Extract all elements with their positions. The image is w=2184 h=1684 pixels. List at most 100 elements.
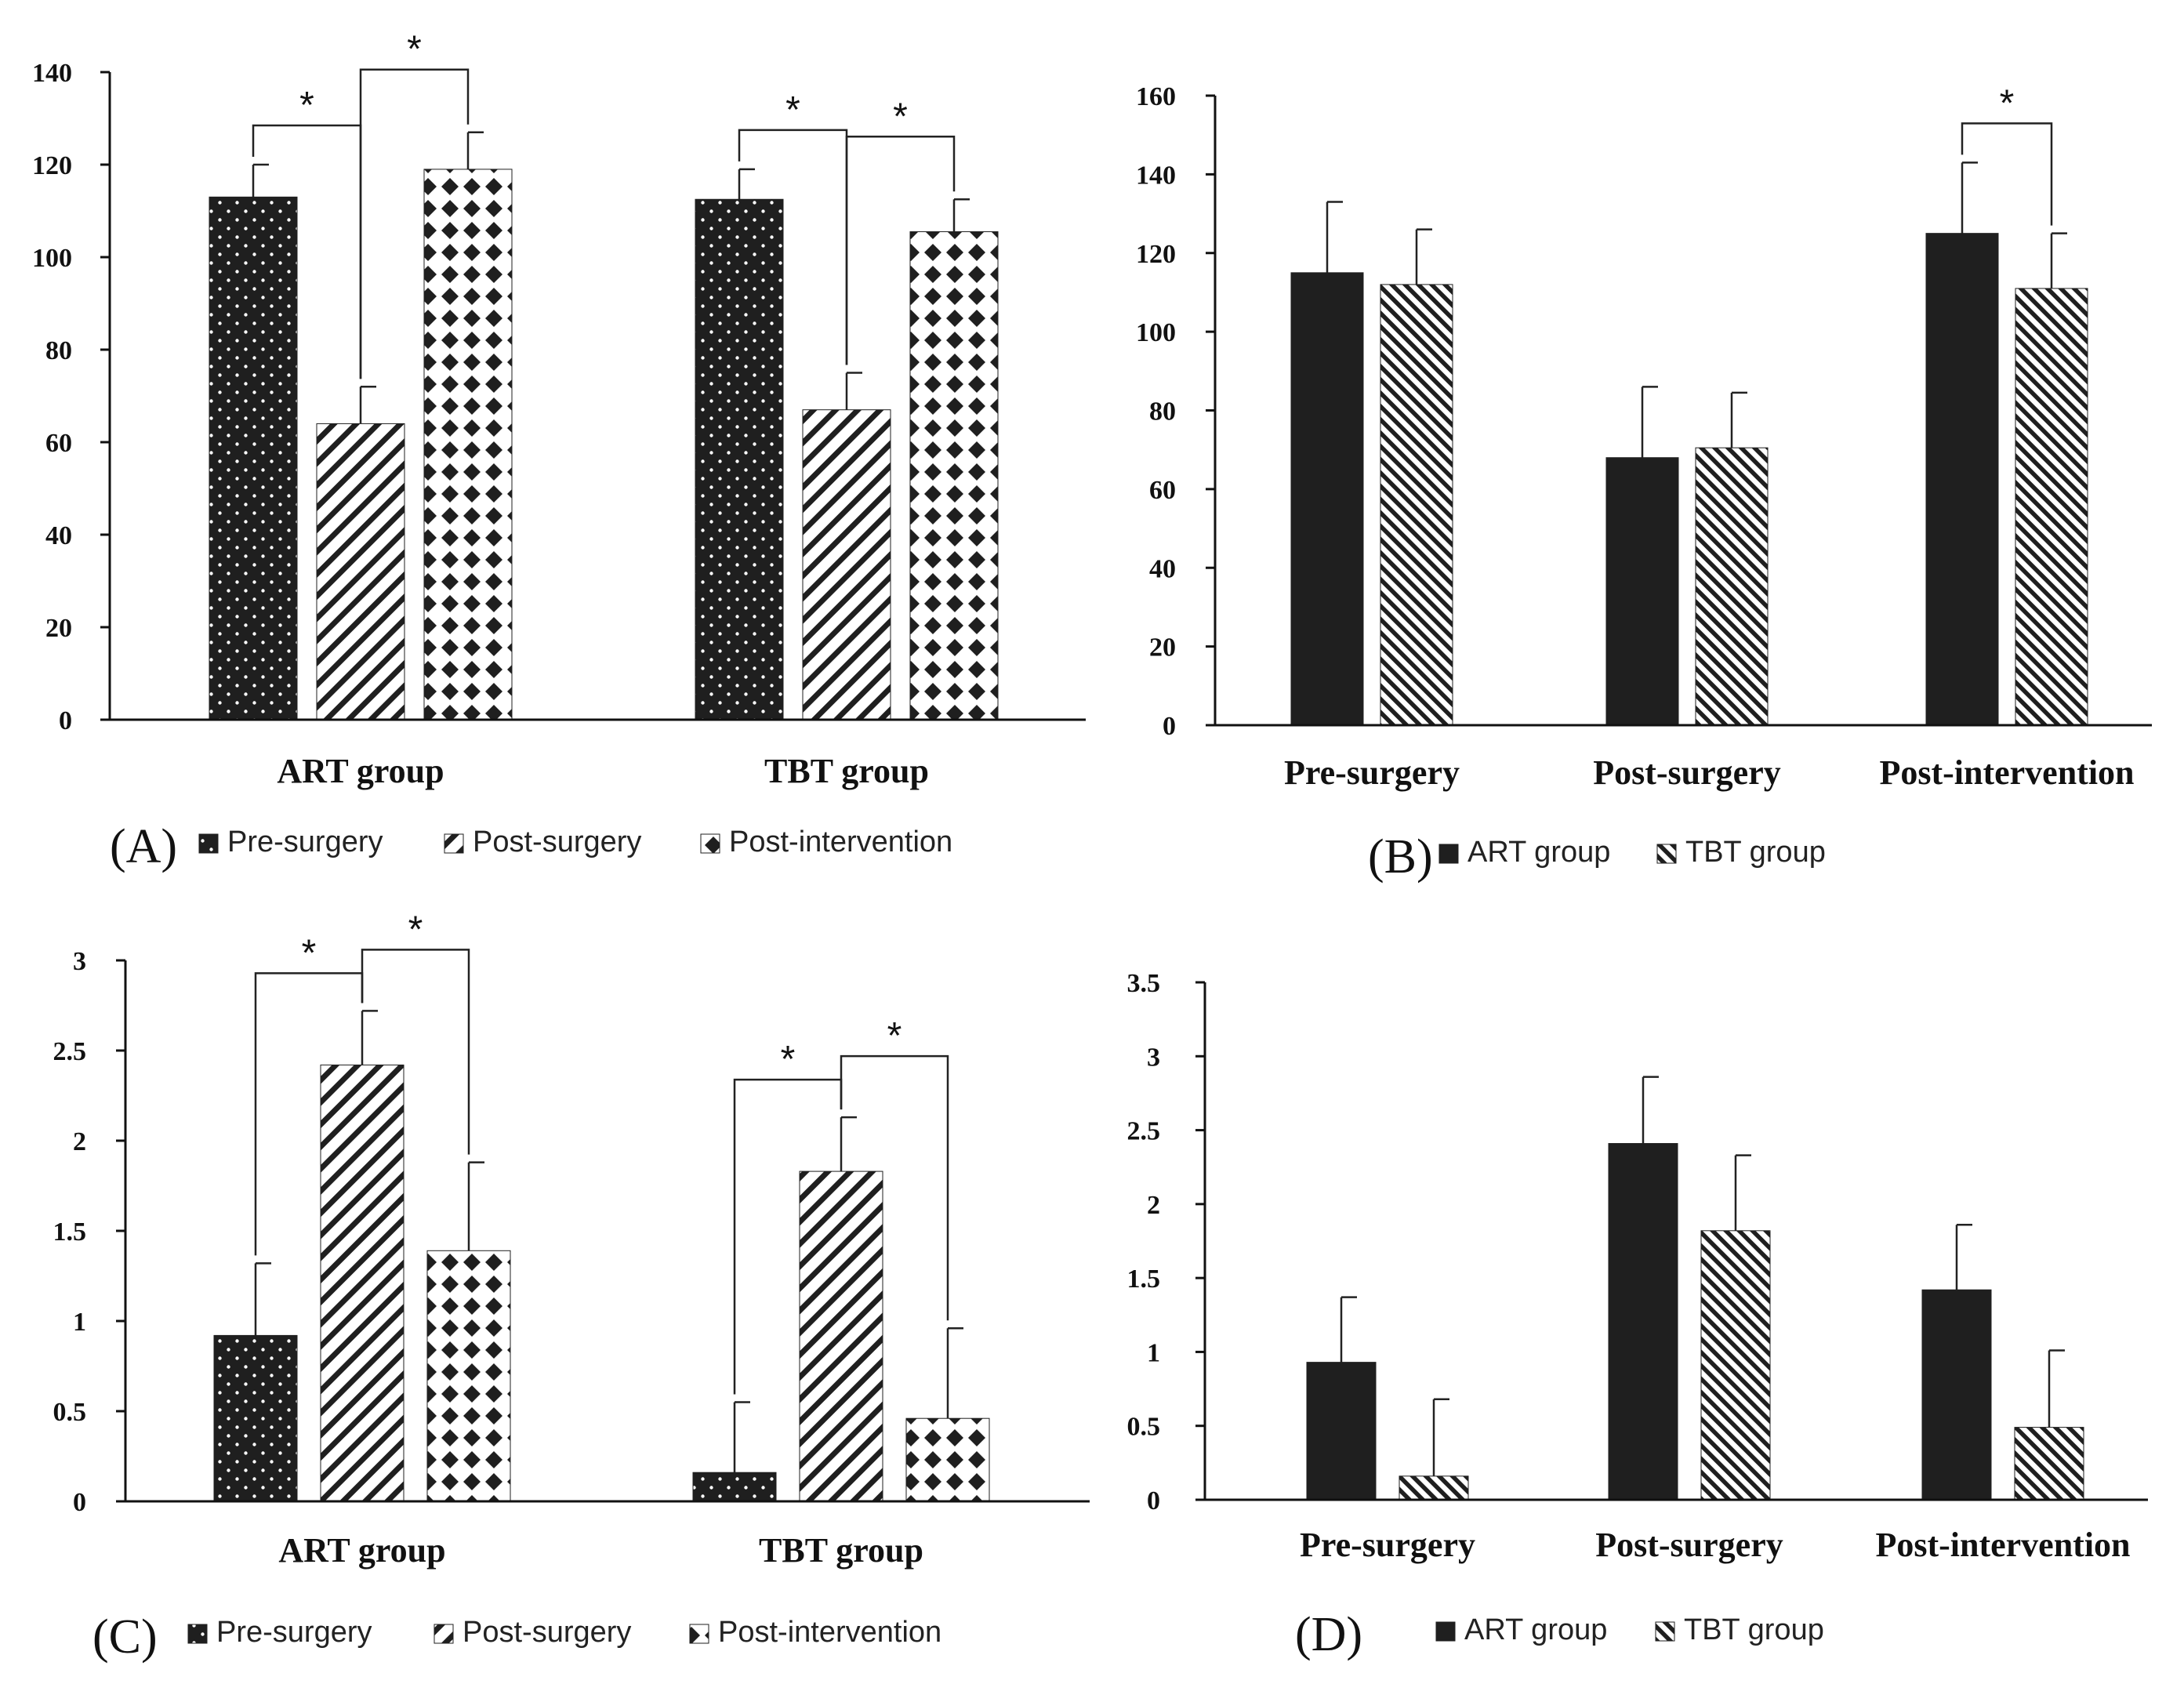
y-tick-label: 1.5 <box>1127 1265 1161 1294</box>
category-label: Post-intervention <box>1879 753 2134 792</box>
legend-swatch <box>1435 1621 1456 1642</box>
legend-swatch <box>689 1624 709 1644</box>
y-tick-label: 0 <box>73 1488 86 1517</box>
y-tick-label: 3 <box>73 947 86 976</box>
legend-label: ART group <box>1464 1613 1607 1646</box>
significance-star: * <box>299 85 314 126</box>
significance-bracket <box>845 136 956 365</box>
category-label: Pre-surgery <box>1284 753 1460 792</box>
bar <box>316 423 405 720</box>
legend-swatch <box>444 833 464 854</box>
y-tick-label: 1 <box>1147 1338 1160 1367</box>
y-tick-label: 0.5 <box>53 1398 87 1427</box>
bar <box>1380 284 1453 726</box>
y-tick-label: 100 <box>1136 318 1176 347</box>
bar <box>1921 1289 1992 1501</box>
bar <box>802 409 891 720</box>
category-label: TBT group <box>764 752 929 790</box>
panel-label: (D) <box>1295 1608 1362 1661</box>
legend-swatch <box>434 1624 454 1644</box>
y-tick-label: 140 <box>1136 161 1176 190</box>
y-tick-label: 60 <box>45 429 72 458</box>
legend-label: Post-intervention <box>718 1616 941 1649</box>
bar <box>209 196 298 720</box>
legend-label: TBT group <box>1685 836 1826 869</box>
bar <box>1605 457 1679 726</box>
legend-swatch <box>187 1624 208 1644</box>
y-tick-label: 160 <box>1136 82 1176 111</box>
y-tick-label: 1.5 <box>53 1218 87 1247</box>
legend-label: Pre-surgery <box>216 1616 372 1649</box>
panel-c-chart: 0 0.5 1 1.5 2 2.5 3 ART group TBT group * * * * (C) Pr… <box>53 909 1090 1664</box>
y-tick-label: 2 <box>1147 1191 1160 1220</box>
significance-bracket <box>1961 122 2053 226</box>
category-label: ART group <box>277 752 444 790</box>
y-tick-label: 100 <box>32 244 72 273</box>
y-tick-label: 0 <box>59 706 72 735</box>
significance-star: * <box>785 89 800 131</box>
bar <box>1306 1362 1377 1501</box>
legend-swatch <box>700 833 720 854</box>
significance-star: * <box>408 909 423 950</box>
bar <box>426 1250 511 1502</box>
bar <box>423 169 513 720</box>
y-tick-label: 3.5 <box>1127 969 1161 998</box>
category-label: Pre-surgery <box>1300 1526 1475 1564</box>
legend-swatch <box>1438 844 1459 864</box>
legend-label: Post-intervention <box>729 826 952 858</box>
legend-label: ART group <box>1467 836 1610 869</box>
y-tick-label: 80 <box>45 336 72 365</box>
y-tick-label: 140 <box>32 59 72 88</box>
category-label: TBT group <box>759 1531 923 1570</box>
legend-swatch <box>1656 844 1677 864</box>
y-tick-label: 0 <box>1163 712 1176 741</box>
y-tick-label: 20 <box>1149 633 1176 662</box>
bar <box>2015 288 2088 726</box>
bar <box>1290 272 1364 726</box>
significance-star: * <box>893 96 908 137</box>
y-tick-label: 40 <box>45 521 72 550</box>
legend-label: Post-surgery <box>473 826 641 858</box>
y-tick-label: 0.5 <box>1127 1413 1161 1442</box>
panel-b-chart: 0 20 40 60 80 100 120 140 160 Pre-surgery Post-sur… <box>1136 82 2152 884</box>
category-label: Post-intervention <box>1875 1526 2130 1564</box>
y-tick-label: 60 <box>1149 476 1176 505</box>
panel-a-chart: 0 20 40 60 80 100 120 140 ART group TBT group * * * *… <box>32 29 1086 873</box>
y-tick-label: 120 <box>1136 240 1176 269</box>
category-label: ART group <box>278 1531 445 1570</box>
bar <box>909 231 999 720</box>
legend-swatch <box>1655 1621 1675 1642</box>
y-tick-label: 2.5 <box>53 1037 87 1066</box>
significance-bracket <box>840 1054 949 1321</box>
y-tick-label: 2 <box>73 1127 86 1156</box>
bar <box>799 1170 883 1502</box>
bar <box>1925 233 1999 726</box>
significance-star: * <box>2000 82 2015 124</box>
significance-star: * <box>407 29 422 71</box>
y-tick-label: 1 <box>73 1308 86 1337</box>
bar <box>692 1472 777 1502</box>
bar <box>905 1417 990 1502</box>
legend-label: Post-surgery <box>463 1616 631 1649</box>
legend-swatch <box>198 833 219 854</box>
y-tick-label: 40 <box>1149 554 1176 583</box>
category-label: Post-surgery <box>1593 753 1781 792</box>
panel-label: (B) <box>1368 830 1433 884</box>
bar <box>320 1064 405 1502</box>
significance-bracket <box>359 68 470 379</box>
significance-star: * <box>781 1039 796 1080</box>
panel-d-chart: 0 0.5 1 1.5 2 2.5 3 3.5 Pre-surgery Post-surgery P… <box>1127 969 2148 1661</box>
y-tick-label: 0 <box>1147 1486 1160 1515</box>
bar <box>2014 1427 2084 1501</box>
y-tick-label: 20 <box>45 614 72 643</box>
panel-label: (C) <box>93 1610 158 1664</box>
y-tick-label: 120 <box>32 151 72 180</box>
y-tick-label: 2.5 <box>1127 1117 1161 1146</box>
legend-label: Pre-surgery <box>227 826 383 858</box>
bar <box>213 1334 298 1502</box>
bar <box>1695 447 1769 726</box>
bar <box>695 198 784 720</box>
significance-star: * <box>302 932 317 974</box>
significance-star: * <box>887 1015 902 1057</box>
